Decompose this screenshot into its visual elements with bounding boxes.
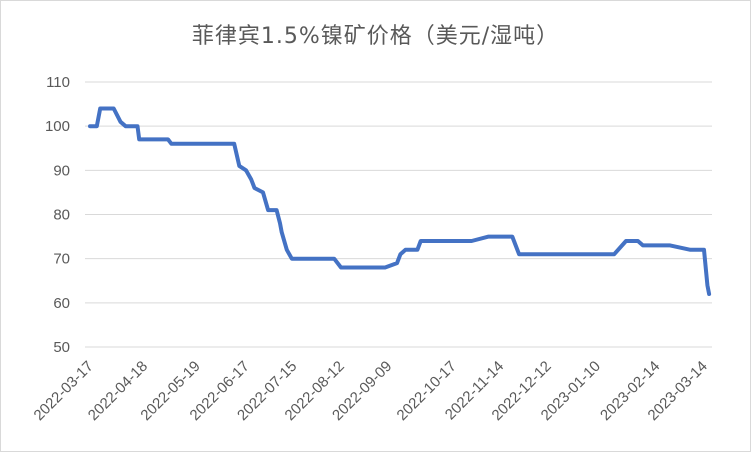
y-tick-label: 100 <box>45 118 70 135</box>
chart-title: 菲律宾1.5%镍矿价格（美元/湿吨） <box>191 24 560 49</box>
y-tick-label: 70 <box>53 251 70 268</box>
y-tick-label: 110 <box>46 74 70 91</box>
y-tick-label: 90 <box>53 162 70 179</box>
series-line <box>88 106 712 296</box>
y-tick-label: 50 <box>53 339 70 356</box>
y-tick-label: 80 <box>53 207 70 224</box>
y-tick-label: 60 <box>53 295 70 312</box>
